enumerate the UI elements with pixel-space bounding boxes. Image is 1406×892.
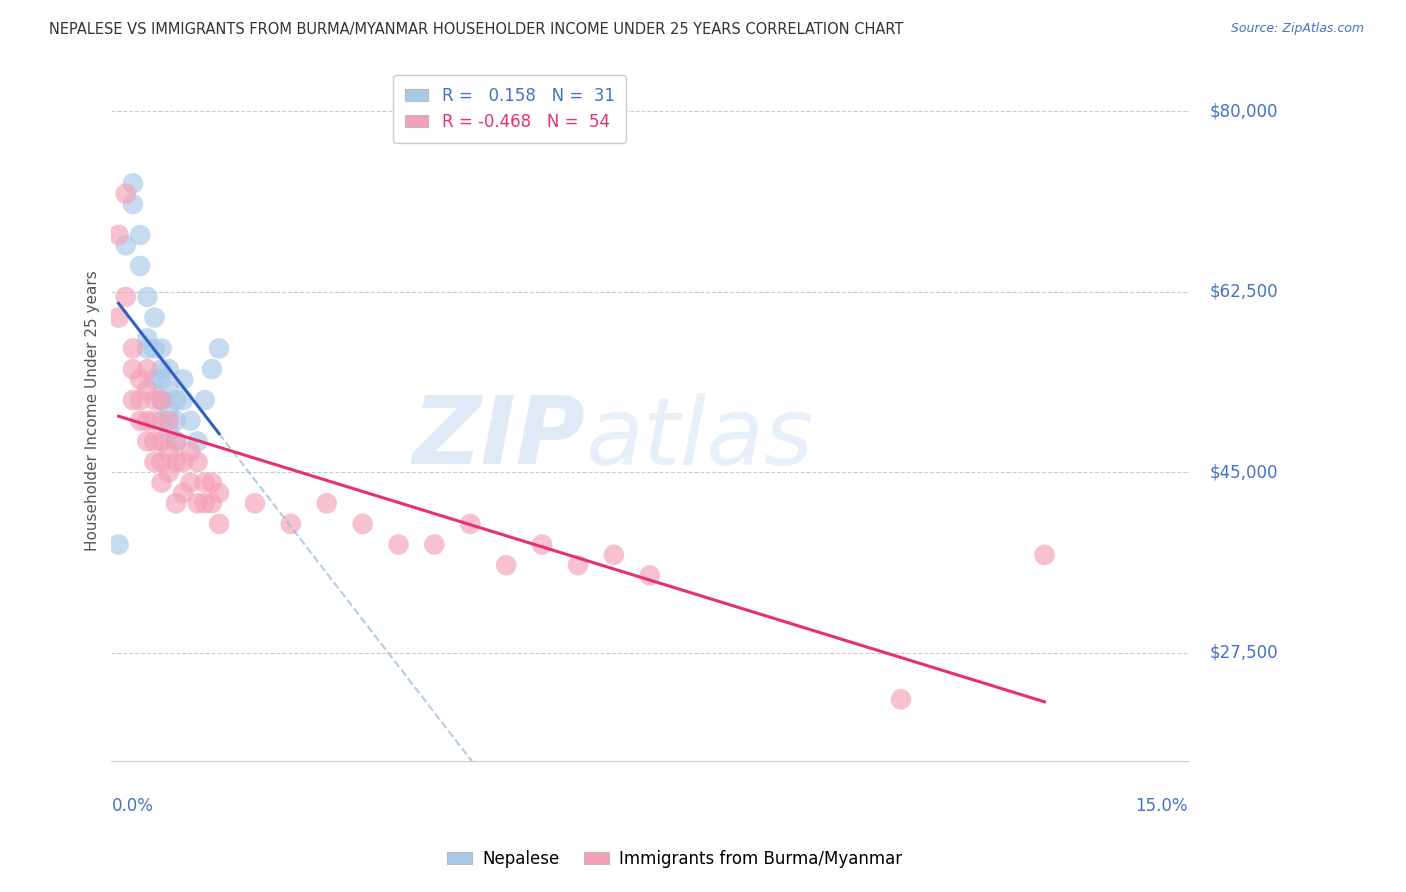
Point — [150, 342, 173, 356]
Point — [179, 444, 201, 458]
Point — [243, 496, 266, 510]
Text: atlas: atlas — [585, 393, 814, 484]
Point — [122, 362, 145, 376]
Point — [150, 414, 173, 428]
Point — [194, 393, 217, 408]
Point — [165, 393, 187, 408]
Text: ZIP: ZIP — [412, 392, 585, 484]
Point — [150, 393, 173, 408]
Point — [531, 537, 554, 551]
Point — [150, 475, 173, 490]
Point — [107, 537, 129, 551]
Point — [157, 362, 180, 376]
Point — [315, 496, 337, 510]
Point — [129, 259, 152, 273]
Point — [280, 516, 302, 531]
Point — [114, 186, 136, 201]
Point — [143, 414, 166, 428]
Point — [136, 290, 159, 304]
Point — [460, 516, 482, 531]
Point — [157, 424, 180, 438]
Point — [423, 537, 446, 551]
Point — [179, 414, 201, 428]
Point — [150, 455, 173, 469]
Point — [157, 403, 180, 417]
Text: $45,000: $45,000 — [1209, 463, 1278, 482]
Text: NEPALESE VS IMMIGRANTS FROM BURMA/MYANMAR HOUSEHOLDER INCOME UNDER 25 YEARS CORR: NEPALESE VS IMMIGRANTS FROM BURMA/MYANMA… — [49, 22, 904, 37]
Point — [143, 393, 166, 408]
Point — [136, 342, 159, 356]
Point — [114, 290, 136, 304]
Point — [603, 548, 626, 562]
Point — [187, 455, 209, 469]
Point — [136, 331, 159, 345]
Text: 0.0%: 0.0% — [111, 797, 153, 815]
Point — [143, 372, 166, 386]
Point — [157, 414, 180, 428]
Point — [387, 537, 409, 551]
Point — [107, 310, 129, 325]
Point — [122, 177, 145, 191]
Point — [172, 372, 194, 386]
Legend: R =   0.158   N =  31, R = -0.468   N =  54: R = 0.158 N = 31, R = -0.468 N = 54 — [394, 75, 626, 143]
Point — [136, 434, 159, 449]
Point — [114, 238, 136, 252]
Point — [136, 414, 159, 428]
Point — [165, 455, 187, 469]
Point — [165, 414, 187, 428]
Point — [179, 475, 201, 490]
Text: $27,500: $27,500 — [1209, 644, 1278, 662]
Point — [172, 486, 194, 500]
Point — [201, 362, 224, 376]
Point — [150, 362, 173, 376]
Point — [157, 383, 180, 397]
Point — [136, 383, 159, 397]
Point — [201, 475, 224, 490]
Point — [143, 342, 166, 356]
Point — [129, 227, 152, 242]
Text: 15.0%: 15.0% — [1136, 797, 1188, 815]
Point — [187, 434, 209, 449]
Point — [136, 362, 159, 376]
Point — [495, 558, 517, 573]
Text: $80,000: $80,000 — [1209, 103, 1278, 120]
Point — [187, 496, 209, 510]
Point — [150, 393, 173, 408]
Point — [194, 496, 217, 510]
Point — [165, 434, 187, 449]
Point — [157, 444, 180, 458]
Point — [165, 496, 187, 510]
Point — [143, 434, 166, 449]
Point — [172, 455, 194, 469]
Point — [208, 516, 231, 531]
Point — [150, 434, 173, 449]
Text: $62,500: $62,500 — [1209, 283, 1278, 301]
Point — [890, 692, 912, 706]
Point — [122, 342, 145, 356]
Point — [208, 486, 231, 500]
Point — [143, 455, 166, 469]
Point — [122, 197, 145, 211]
Point — [1033, 548, 1056, 562]
Legend: Nepalese, Immigrants from Burma/Myanmar: Nepalese, Immigrants from Burma/Myanmar — [440, 844, 910, 875]
Y-axis label: Householder Income Under 25 years: Householder Income Under 25 years — [86, 270, 100, 550]
Point — [638, 568, 661, 582]
Point — [129, 372, 152, 386]
Point — [567, 558, 589, 573]
Point — [172, 393, 194, 408]
Point — [208, 342, 231, 356]
Point — [150, 372, 173, 386]
Point — [129, 393, 152, 408]
Point — [201, 496, 224, 510]
Point — [165, 434, 187, 449]
Point — [352, 516, 374, 531]
Point — [143, 310, 166, 325]
Point — [122, 393, 145, 408]
Point — [107, 227, 129, 242]
Point — [194, 475, 217, 490]
Point — [129, 414, 152, 428]
Point — [157, 465, 180, 479]
Text: Source: ZipAtlas.com: Source: ZipAtlas.com — [1230, 22, 1364, 36]
